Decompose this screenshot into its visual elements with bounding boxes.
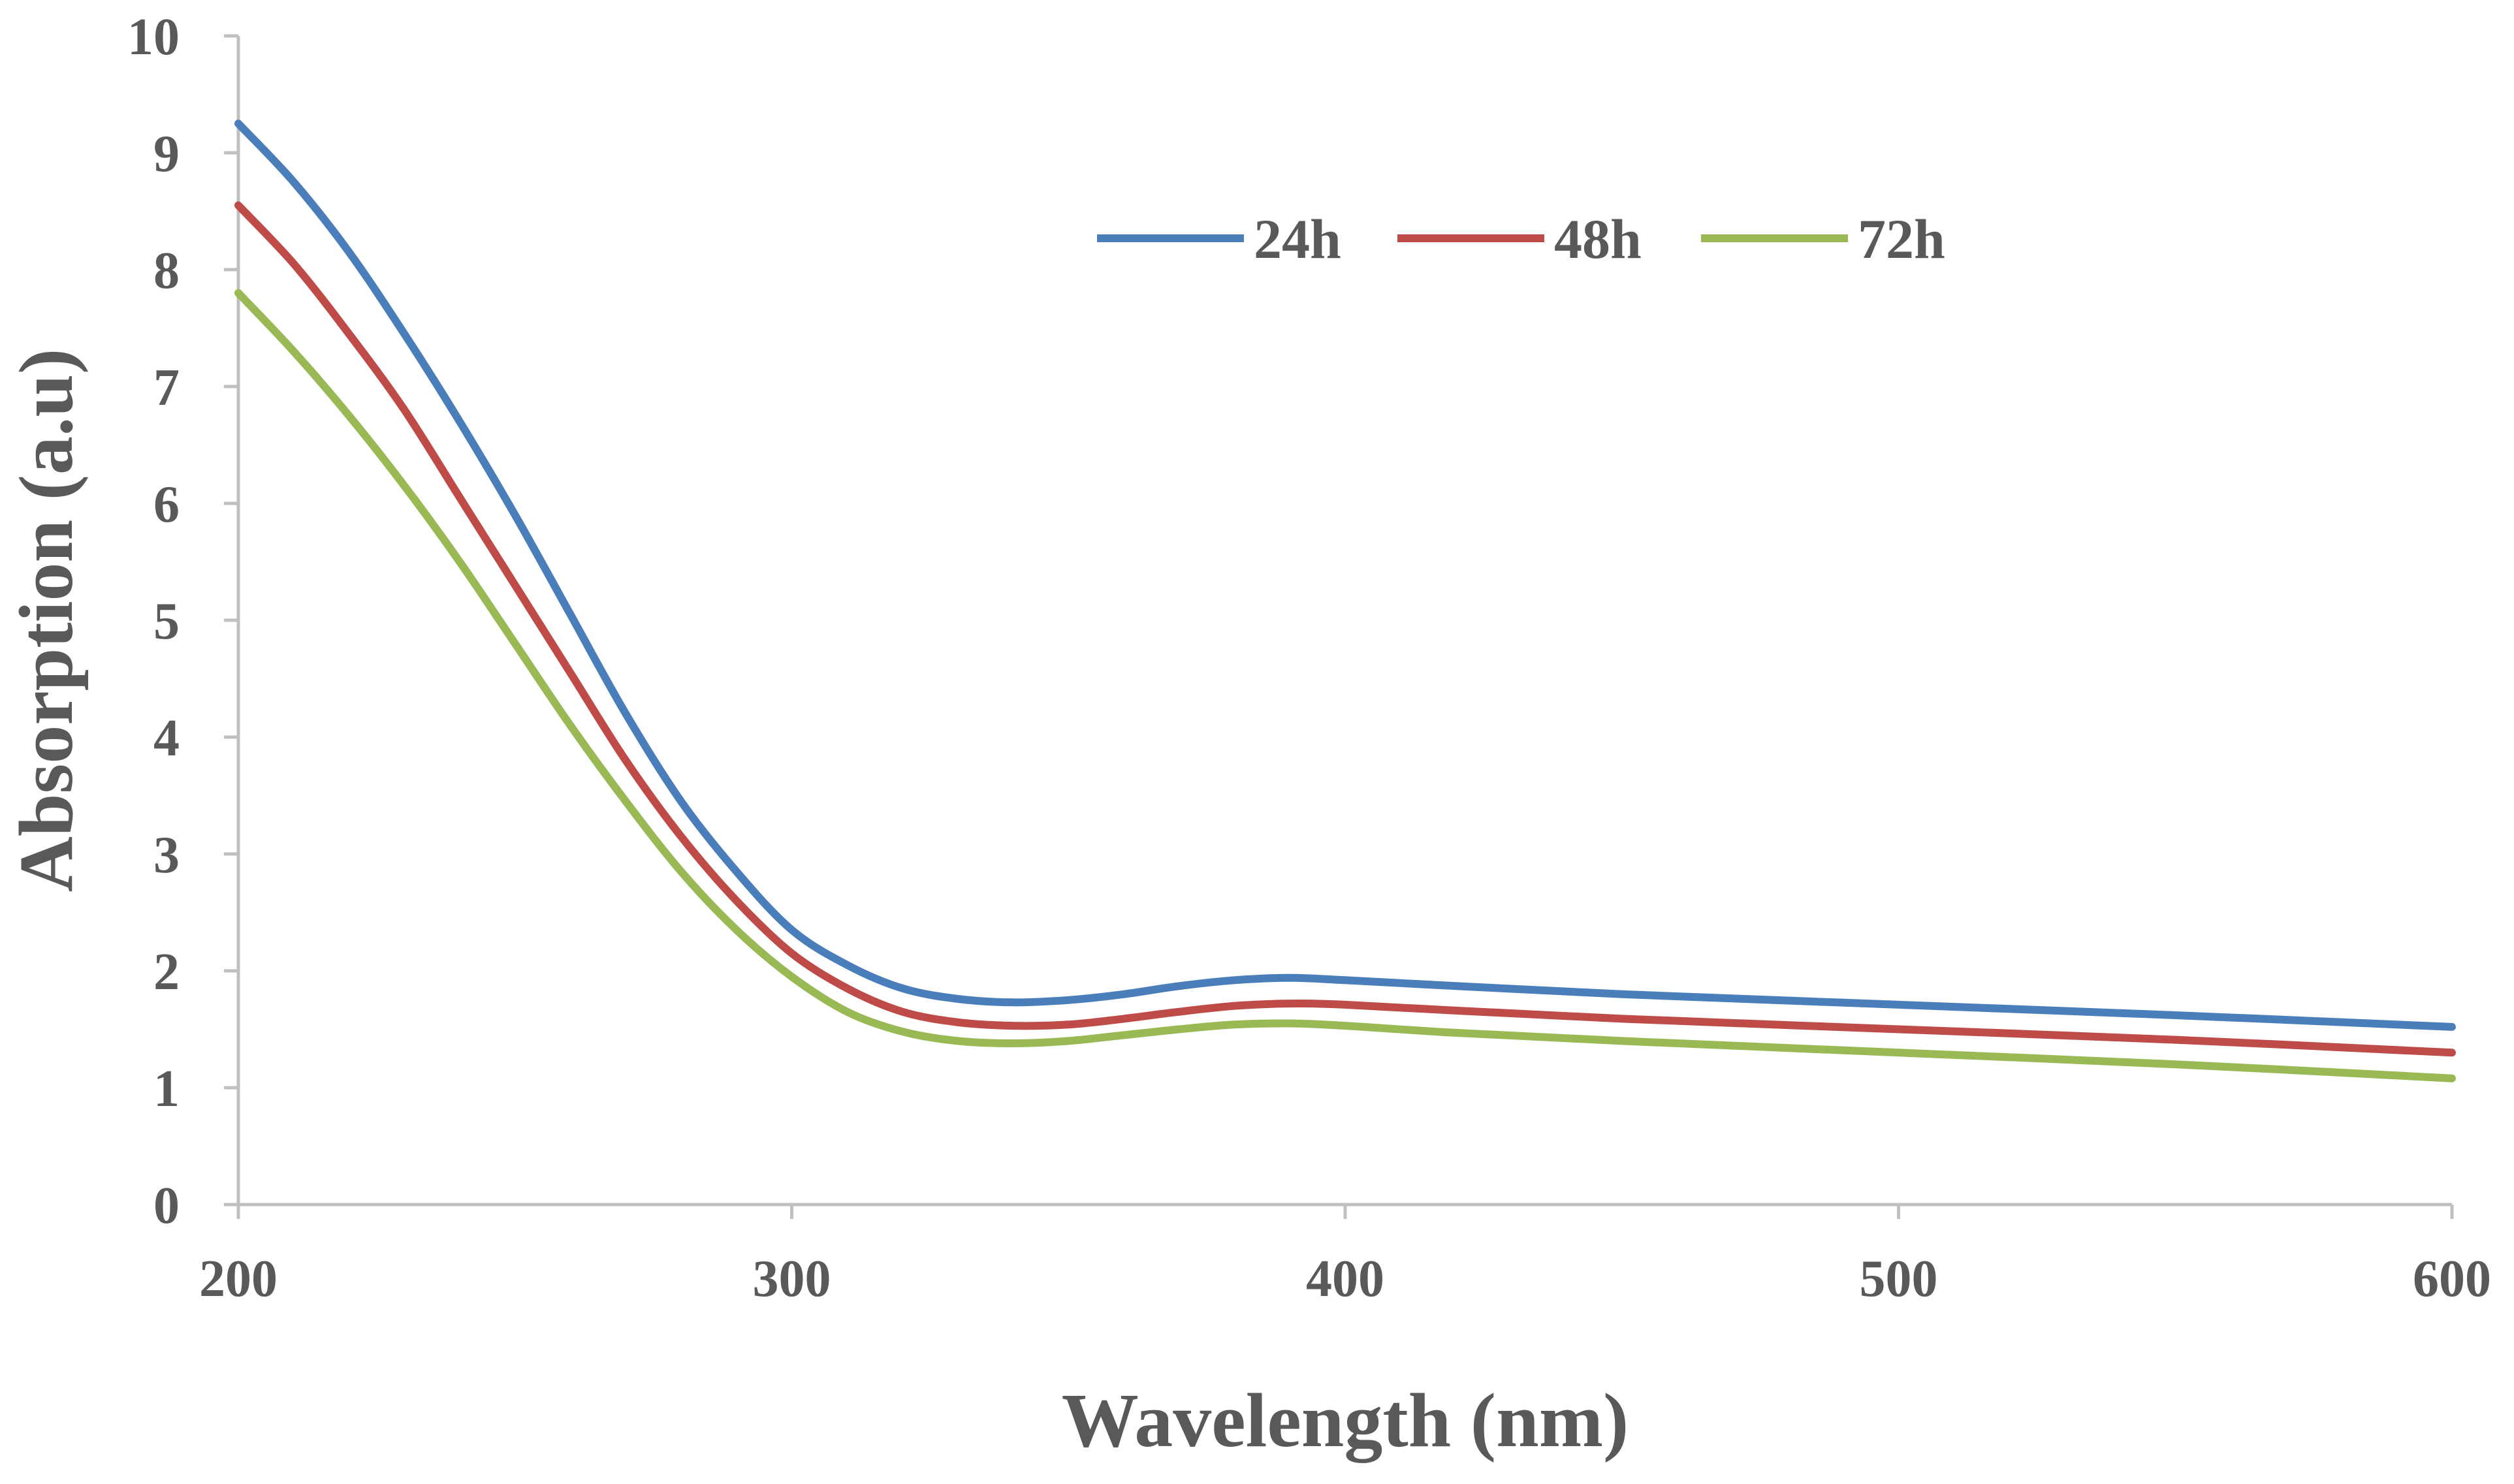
legend-label-48h: 48h [1554,208,1642,270]
legend-label-24h: 24h [1254,208,1341,270]
y-tick-label: 2 [153,943,180,1001]
y-tick-label: 1 [153,1060,180,1118]
series-line-24h [234,119,2456,1031]
axes: 200 300 400 500 600 0 1 2 3 4 5 6 7 8 9 10 [127,8,2491,1308]
y-tick-label: 0 [153,1177,180,1235]
x-tick-label: 600 [2413,1250,2491,1308]
legend: 24h 48h 72h [1097,208,1945,270]
x-tick-label: 400 [1306,1250,1384,1308]
y-tick-label: 6 [153,476,180,533]
series-line-48h [234,201,2456,1057]
series-lines [234,119,2456,1082]
y-axis-title: Absorption (a.u) [3,349,89,892]
y-tick-label: 3 [153,827,180,884]
y-tick-label: 10 [127,8,180,66]
legend-label-72h: 72h [1858,208,1945,270]
x-tick-label: 300 [753,1250,831,1308]
y-tick-label: 9 [153,125,180,183]
x-axis-ticks: 200 300 400 500 600 [199,1205,2491,1308]
y-tick-label: 8 [153,242,180,300]
series-line-72h [234,289,2456,1082]
x-axis-title: Wavelength (nm) [1062,1378,1629,1463]
y-tick-label: 4 [153,710,180,767]
y-tick-label: 5 [153,593,180,650]
x-tick-label: 500 [1860,1250,1938,1308]
y-tick-label: 7 [153,359,180,417]
x-tick-label: 200 [199,1250,278,1308]
y-axis-ticks: 0 1 2 3 4 5 6 7 8 9 10 [127,8,238,1235]
